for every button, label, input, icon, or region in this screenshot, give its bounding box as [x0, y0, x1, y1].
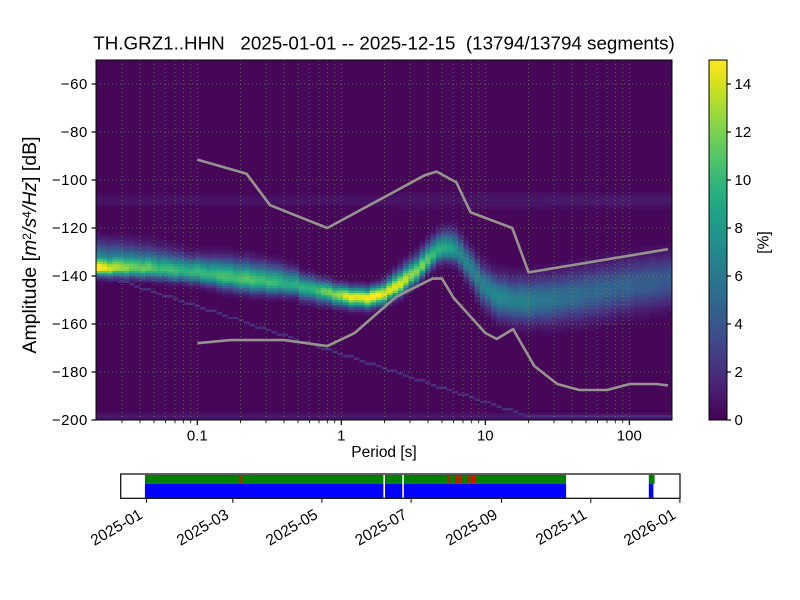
- svg-text:−120: −120: [52, 220, 88, 237]
- svg-text:4: 4: [735, 316, 743, 333]
- svg-text:−100: −100: [52, 172, 88, 189]
- svg-text:Amplitude [m2/s4/Hz] [dB]: Amplitude [m2/s4/Hz] [dB]: [19, 136, 41, 353]
- svg-text:Period [s]: Period [s]: [351, 444, 416, 461]
- svg-text:−60: −60: [61, 76, 88, 93]
- svg-text:0.1: 0.1: [187, 428, 208, 445]
- svg-text:14: 14: [735, 76, 752, 93]
- svg-text:[%]: [%]: [756, 231, 773, 253]
- svg-text:0: 0: [735, 412, 743, 429]
- svg-text:6: 6: [735, 268, 743, 285]
- svg-text:−80: −80: [61, 124, 88, 141]
- svg-text:−140: −140: [52, 268, 88, 285]
- svg-text:12: 12: [735, 124, 752, 141]
- svg-text:TH.GRZ1..HHN 2025-01-01 -- 2: TH.GRZ1..HHN 2025-01-01 -- 2025-12-15 (1…: [93, 33, 674, 54]
- svg-text:100: 100: [617, 428, 642, 445]
- svg-text:−180: −180: [52, 364, 88, 381]
- svg-text:10: 10: [477, 428, 494, 445]
- svg-text:1: 1: [337, 428, 345, 445]
- svg-text:−200: −200: [52, 412, 88, 429]
- svg-text:2: 2: [735, 364, 743, 381]
- svg-text:−160: −160: [52, 316, 88, 333]
- svg-text:10: 10: [735, 172, 752, 189]
- svg-text:8: 8: [735, 220, 743, 237]
